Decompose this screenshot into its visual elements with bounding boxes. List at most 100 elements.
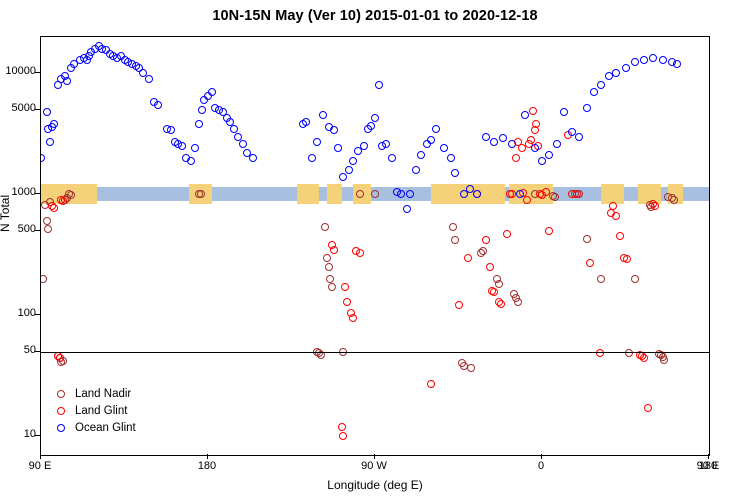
data-point <box>343 297 352 306</box>
y-tick-label: 5000 <box>11 101 36 114</box>
data-point <box>545 151 554 160</box>
band-sand-segment <box>326 184 342 205</box>
data-point <box>248 153 257 162</box>
data-point <box>229 124 238 133</box>
data-point <box>317 350 326 359</box>
data-point <box>528 106 537 115</box>
data-point <box>62 76 71 85</box>
data-point <box>41 153 45 162</box>
data-point <box>196 190 205 199</box>
legend-label-ocean-glint: Ocean Glint <box>75 421 136 434</box>
data-point <box>320 222 329 231</box>
data-point <box>486 263 495 272</box>
data-point <box>502 230 511 239</box>
data-point <box>239 140 248 149</box>
data-point <box>582 234 591 243</box>
x-tick-mark <box>207 454 208 459</box>
data-point <box>307 153 316 162</box>
y-axis-label: N Total <box>0 194 12 232</box>
data-point <box>42 107 51 116</box>
data-point <box>552 140 561 149</box>
data-point <box>348 314 357 322</box>
data-point <box>313 138 322 147</box>
data-point <box>523 195 532 204</box>
data-point <box>567 127 576 136</box>
legend-symbol-land-glint <box>51 406 71 415</box>
data-point <box>337 422 346 431</box>
data-point <box>354 146 363 155</box>
data-point <box>482 132 491 141</box>
data-point <box>66 190 75 199</box>
data-point <box>326 274 335 283</box>
data-point <box>178 142 187 151</box>
data-point <box>589 88 598 97</box>
data-point <box>387 153 396 162</box>
x-tick-mark <box>541 454 542 459</box>
data-point <box>482 235 491 244</box>
data-point <box>640 354 649 363</box>
data-point <box>367 121 376 130</box>
x-tick-mark <box>708 454 709 459</box>
data-point <box>226 117 235 126</box>
data-point <box>465 185 474 194</box>
data-point <box>623 255 632 264</box>
data-point <box>319 111 328 120</box>
legend-symbol-land-nadir <box>51 389 71 398</box>
data-point <box>478 247 487 256</box>
y-tick-mark <box>35 193 40 195</box>
data-point <box>660 355 669 364</box>
data-point <box>382 140 391 149</box>
data-point <box>597 274 606 283</box>
data-point <box>198 105 207 114</box>
data-point <box>70 59 79 68</box>
data-point <box>560 107 569 116</box>
data-point <box>512 153 521 162</box>
data-point <box>658 55 667 64</box>
data-point <box>497 299 506 308</box>
data-point <box>374 81 383 90</box>
plot-area: Land Nadir Land Glint Ocean Glint <box>40 36 710 456</box>
band-sand-segment <box>297 184 320 205</box>
y-tick-label: 1000 <box>11 186 36 199</box>
data-point <box>55 354 64 363</box>
data-point <box>356 248 365 257</box>
data-point <box>495 280 504 289</box>
legend-item-ocean-glint: Ocean Glint <box>51 419 136 436</box>
data-point <box>454 300 463 309</box>
data-point <box>526 136 535 145</box>
legend-label-land-glint: Land Glint <box>75 404 128 417</box>
chart-title: 10N-15N May (Ver 10) 2015-01-01 to 2020-… <box>212 8 538 24</box>
chart-legend: Land Nadir Land Glint Ocean Glint <box>51 385 136 436</box>
y-tick-label: 500 <box>17 222 36 235</box>
data-point <box>348 156 357 165</box>
data-point <box>489 288 498 297</box>
data-point <box>595 348 604 357</box>
data-point <box>324 263 333 272</box>
data-point <box>46 138 55 147</box>
data-point <box>49 204 58 213</box>
data-point <box>302 117 311 126</box>
y-tick-mark <box>35 108 40 110</box>
data-point <box>508 140 517 149</box>
data-point <box>41 274 47 283</box>
data-point <box>339 432 348 441</box>
data-point <box>463 253 472 262</box>
data-point <box>144 74 153 83</box>
data-point <box>532 120 541 129</box>
data-point <box>417 151 426 160</box>
data-point <box>530 144 539 153</box>
x-tick-label: 180 <box>698 460 718 472</box>
data-point <box>345 165 354 174</box>
data-point <box>339 172 348 181</box>
data-point <box>207 88 216 97</box>
data-point <box>426 136 435 145</box>
data-point <box>396 190 405 199</box>
data-point <box>489 138 498 147</box>
data-point <box>541 187 550 196</box>
y-tick-label: 10 <box>23 428 36 441</box>
data-point <box>432 124 441 133</box>
data-point <box>582 103 591 112</box>
data-point <box>448 222 457 231</box>
band-sand-segment <box>638 184 661 205</box>
data-point <box>499 134 508 143</box>
